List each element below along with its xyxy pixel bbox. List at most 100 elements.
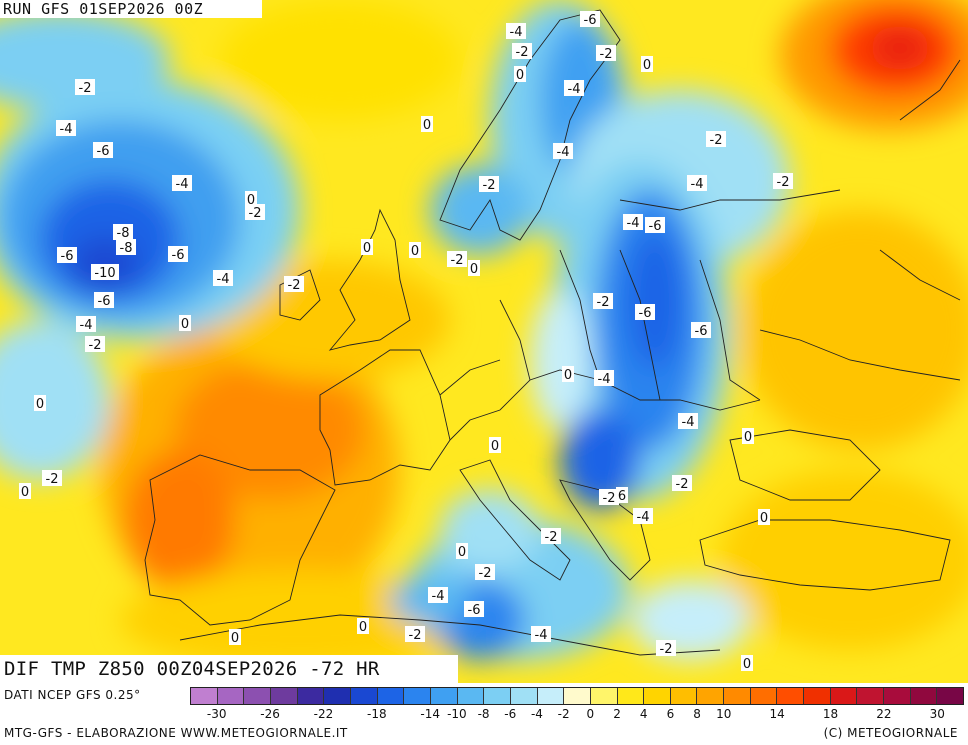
svg-text:-2: -2 bbox=[249, 206, 262, 221]
legend-swatch bbox=[937, 688, 964, 704]
contour-value-label: -8 bbox=[113, 224, 133, 241]
contour-value-label: -2 bbox=[541, 528, 561, 545]
contour-value-label: -4 bbox=[506, 23, 526, 40]
svg-text:-4: -4 bbox=[60, 122, 73, 137]
contour-value-label: -4 bbox=[633, 508, 653, 525]
contour-value-label: 0 bbox=[361, 239, 373, 256]
svg-text:-2: -2 bbox=[409, 628, 422, 643]
legend-swatch bbox=[191, 688, 218, 704]
svg-text:-4: -4 bbox=[598, 372, 611, 387]
legend-swatch bbox=[670, 688, 698, 704]
contour-value-label: -6 bbox=[464, 601, 484, 618]
contour-value-label: 0 bbox=[742, 428, 754, 445]
legend-swatch bbox=[777, 688, 805, 704]
svg-text:-4: -4 bbox=[217, 272, 230, 287]
contour-value-label: -10 bbox=[91, 264, 119, 281]
contour-value-label: -4 bbox=[564, 80, 584, 97]
contour-value-label: -6 bbox=[93, 142, 113, 159]
color-legend-ticks: -30 -26 -22 -18 -14 -10 -8 -6 -4 -2 0 2 4 6 8 10 14 18 22 3… bbox=[190, 707, 964, 723]
contour-value-label: -2 bbox=[284, 276, 304, 293]
svg-text:0: 0 bbox=[359, 620, 367, 635]
contour-value-label: -4 bbox=[553, 143, 573, 160]
legend-swatch bbox=[830, 688, 858, 704]
contour-value-label: -4 bbox=[56, 120, 76, 137]
legend-swatch bbox=[244, 688, 271, 704]
legend-swatch bbox=[350, 688, 378, 704]
contour-value-label: 0 bbox=[641, 56, 653, 73]
legend-swatch bbox=[537, 688, 565, 704]
contour-value-label: 0 bbox=[34, 395, 46, 412]
credit-left: MTG-GFS - ELABORAZIONE WWW.METEOGIORNALE… bbox=[4, 726, 348, 740]
svg-text:-4: -4 bbox=[176, 177, 189, 192]
legend-swatch bbox=[270, 688, 298, 704]
legend-tick-label: 14 bbox=[769, 707, 785, 721]
svg-text:-2: -2 bbox=[89, 338, 102, 353]
svg-text:-4: -4 bbox=[627, 216, 640, 231]
legend-tick-label: -6 bbox=[504, 707, 517, 721]
svg-text:-6: -6 bbox=[61, 249, 74, 264]
legend-swatch bbox=[617, 688, 645, 704]
svg-text:0: 0 bbox=[411, 244, 419, 259]
legend-swatch bbox=[564, 688, 591, 704]
svg-text:6: 6 bbox=[618, 489, 626, 504]
legend-tick-label: 6 bbox=[666, 707, 675, 721]
svg-text:-6: -6 bbox=[639, 306, 652, 321]
legend-tick-label: -14 bbox=[420, 707, 441, 721]
contour-value-label: -4 bbox=[76, 316, 96, 333]
legend-tick-label: -10 bbox=[447, 707, 467, 721]
svg-text:0: 0 bbox=[231, 631, 239, 646]
svg-text:-4: -4 bbox=[568, 82, 581, 97]
svg-text:-2: -2 bbox=[600, 47, 613, 62]
svg-text:-4: -4 bbox=[510, 25, 523, 40]
svg-text:0: 0 bbox=[470, 262, 478, 277]
legend-tick-label: -30 bbox=[206, 707, 227, 721]
data-source-label: DATI NCEP GFS 0.25° bbox=[4, 688, 141, 702]
legend-swatch bbox=[590, 688, 618, 704]
svg-text:-4: -4 bbox=[535, 628, 548, 643]
legend-swatch bbox=[884, 688, 911, 704]
svg-text:-8: -8 bbox=[120, 241, 133, 256]
legend-tick-label: -8 bbox=[477, 707, 490, 721]
svg-text:-6: -6 bbox=[649, 219, 662, 234]
contour-value-label: -6 bbox=[635, 304, 655, 321]
contour-value-label: -6 bbox=[168, 246, 188, 263]
legend-swatch bbox=[377, 688, 405, 704]
svg-text:-6: -6 bbox=[695, 324, 708, 339]
svg-text:0: 0 bbox=[36, 397, 44, 412]
run-title: RUN GFS 01SEP2026 00Z bbox=[0, 0, 262, 18]
contour-value-label: -4 bbox=[428, 587, 448, 604]
legend-swatch bbox=[724, 688, 751, 704]
legend-swatch bbox=[457, 688, 485, 704]
contour-value-label: -4 bbox=[213, 270, 233, 287]
legend-tick-label: 30 bbox=[929, 707, 945, 721]
svg-text:-6: -6 bbox=[172, 248, 185, 263]
svg-text:0: 0 bbox=[760, 511, 768, 526]
contour-value-label: -6 bbox=[580, 11, 600, 28]
contour-value-label: 0 bbox=[468, 260, 480, 277]
svg-text:-2: -2 bbox=[545, 530, 558, 545]
legend-swatch bbox=[510, 688, 538, 704]
legend-tick-label: -22 bbox=[313, 707, 334, 721]
contour-value-label: 0 bbox=[245, 191, 257, 208]
svg-text:-2: -2 bbox=[46, 472, 59, 487]
contour-value-label: 6 bbox=[616, 487, 628, 504]
legend-tick-label: 0 bbox=[586, 707, 595, 721]
legend-tick-label: 22 bbox=[876, 707, 892, 721]
contour-value-label: -2 bbox=[447, 251, 467, 268]
contour-value-label: -2 bbox=[672, 475, 692, 492]
legend-swatch bbox=[324, 688, 351, 704]
svg-text:0: 0 bbox=[491, 439, 499, 454]
legend-swatch bbox=[857, 688, 885, 704]
legend-swatch bbox=[297, 688, 325, 704]
coastlines bbox=[144, 9, 961, 656]
svg-text:0: 0 bbox=[423, 118, 431, 133]
svg-text:-2: -2 bbox=[777, 175, 790, 190]
svg-text:0: 0 bbox=[516, 68, 524, 83]
contour-value-label: -2 bbox=[245, 204, 265, 221]
svg-text:-4: -4 bbox=[80, 318, 93, 333]
svg-text:0: 0 bbox=[643, 58, 651, 73]
contour-value-label: -4 bbox=[623, 214, 643, 231]
contour-value-label: -2 bbox=[593, 293, 613, 310]
contour-value-label: 0 bbox=[409, 242, 421, 259]
svg-text:0: 0 bbox=[564, 368, 572, 383]
